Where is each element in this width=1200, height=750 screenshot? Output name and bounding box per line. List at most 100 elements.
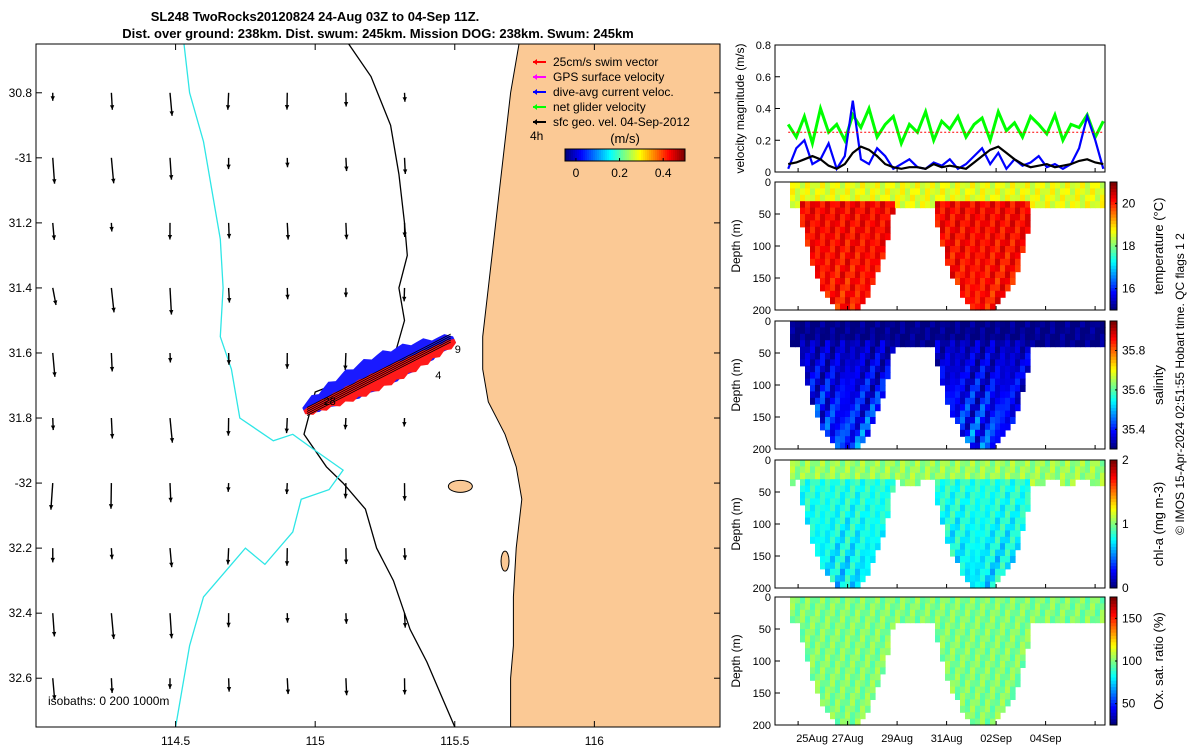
sfc-vel-arrow-head	[109, 105, 115, 110]
oxygen-cell	[980, 667, 986, 675]
oxygen-cell	[835, 667, 841, 675]
chl-a-cell	[805, 466, 811, 474]
temperature-cell	[1070, 201, 1076, 209]
chl-a-colorbar-cell	[1110, 546, 1117, 551]
oxygen-cell	[990, 641, 996, 649]
salinity-cell	[915, 340, 921, 348]
oxygen-cell	[1000, 603, 1006, 611]
chl-a-cell	[850, 536, 856, 544]
salinity-cell	[845, 346, 851, 354]
temperature-cell	[995, 271, 1001, 279]
oxygen-cell	[880, 635, 886, 643]
chl-a-cell	[1010, 511, 1016, 519]
oxygen-cell	[870, 661, 876, 668]
oxygen-cell	[975, 705, 981, 713]
salinity-cell	[950, 397, 956, 405]
temperature-cell	[1005, 201, 1011, 209]
colorbar-tick-label: 0.4	[655, 166, 672, 180]
oxygen-cell	[980, 693, 986, 700]
salinity-cell	[850, 429, 856, 437]
oxygen-cell	[855, 629, 861, 636]
temperature-cell	[945, 220, 951, 228]
chl-a-cell	[1015, 472, 1021, 480]
salinity-cell	[825, 353, 831, 360]
temperature-ylabel: Depth (m)	[729, 219, 743, 272]
temperature-cell	[960, 182, 966, 189]
salinity-cell	[835, 359, 841, 367]
oxygen-cell	[835, 654, 841, 662]
temperature-cell	[990, 207, 996, 215]
temperature-cell	[795, 194, 801, 202]
chl-a-cell	[820, 562, 826, 570]
salinity-cell	[880, 346, 886, 354]
map-ytick-label: 32.2	[9, 541, 33, 555]
temperature-cell	[830, 252, 836, 260]
salinity-cell	[840, 340, 846, 348]
salinity-colorbar-cell	[1110, 378, 1117, 383]
oxygen-cell	[1060, 616, 1066, 624]
temperature-cell	[845, 258, 851, 266]
oxygen-cell	[950, 609, 956, 617]
chl-a-cell	[790, 466, 796, 474]
sfc-vel-arrow-head	[402, 623, 408, 628]
temperature-cell	[1000, 290, 1006, 298]
oxygen-cell	[995, 712, 1001, 720]
salinity-cell	[1025, 346, 1031, 354]
salinity-cell	[850, 442, 856, 450]
salinity-cell	[820, 333, 826, 341]
oxygen-cell	[860, 609, 866, 617]
salinity-cell	[960, 359, 966, 367]
salinity-cell	[990, 359, 996, 367]
oxygen-cell	[1005, 629, 1011, 636]
chl-a-cell	[970, 460, 976, 467]
oxygen-cell	[1050, 616, 1056, 624]
oxygen-cell	[995, 597, 1001, 604]
temperature-colorbar-cell	[1110, 252, 1117, 257]
salinity-cell	[955, 378, 961, 386]
chl-a-cell	[865, 460, 871, 467]
temperature-cell	[810, 252, 816, 260]
salinity-cell	[860, 327, 866, 335]
chl-a-colorbar-cell	[1110, 575, 1117, 579]
oxygen-cell	[840, 603, 846, 611]
chl-a-cell	[945, 536, 951, 544]
chl-a-cell	[940, 479, 946, 487]
sfc-vel-arrow-head	[285, 618, 290, 623]
oxygen-cell	[860, 712, 866, 720]
sfc-vel-arrow-head	[169, 309, 174, 315]
temperature-cell	[1060, 188, 1066, 196]
oxygen-cell	[965, 699, 971, 707]
sfc-vel-arrow-head	[343, 559, 349, 565]
colorbar-cell	[657, 149, 660, 161]
sfc-vel-arrow-head	[50, 557, 55, 563]
salinity-cell	[990, 346, 996, 354]
chl-a-cell	[985, 504, 991, 512]
oxygen-ytick-label: 100	[753, 656, 771, 668]
chl-a-cell	[1015, 511, 1021, 519]
salinity-cell	[990, 333, 996, 341]
temperature-cell	[885, 214, 891, 221]
oxygen-colorbar-cell	[1110, 689, 1117, 694]
temperature-cell	[975, 258, 981, 266]
oxygen-cell	[825, 661, 831, 668]
salinity-cell	[1025, 365, 1031, 373]
chl-a-colorbar-cell	[1110, 469, 1117, 474]
oxygen-cell	[1010, 641, 1016, 649]
chl-a-cell	[930, 460, 936, 467]
temperature-cell	[950, 271, 956, 279]
temperature-cell	[995, 188, 1001, 196]
temperature-cell	[985, 271, 991, 279]
salinity-cell	[965, 359, 971, 367]
salinity-cell	[825, 365, 831, 373]
chl-a-cell	[875, 511, 881, 519]
salinity-cell	[985, 365, 991, 373]
oxygen-cell	[985, 667, 991, 675]
chl-a-cell	[965, 536, 971, 544]
duration-label: 4h	[530, 129, 543, 143]
oxygen-cell	[900, 597, 906, 604]
oxygen-cell	[830, 661, 836, 668]
temperature-cell	[865, 201, 871, 209]
salinity-cell	[880, 327, 886, 335]
oxygen-cbar-tick-label: 100	[1122, 654, 1142, 668]
salinity-cell	[905, 340, 911, 348]
